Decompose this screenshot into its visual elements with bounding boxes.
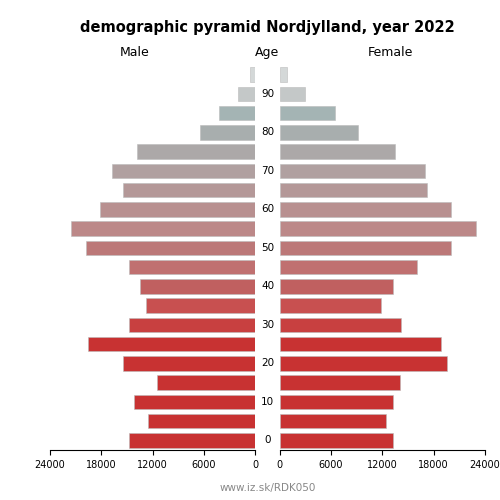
Bar [280, 376, 400, 390]
Bar [250, 68, 255, 82]
Bar [280, 68, 286, 82]
Bar [280, 125, 358, 140]
Bar [280, 183, 427, 198]
Bar [238, 86, 255, 101]
Bar [280, 394, 392, 409]
Bar [280, 260, 416, 274]
Text: 10: 10 [261, 397, 274, 407]
Bar [280, 164, 425, 178]
Bar [128, 318, 255, 332]
Text: Female: Female [368, 46, 412, 59]
Text: 70: 70 [261, 166, 274, 176]
Text: demographic pyramid Nordjylland, year 2022: demographic pyramid Nordjylland, year 20… [80, 20, 455, 35]
Bar [280, 144, 395, 159]
Bar [280, 414, 386, 428]
Bar [200, 125, 255, 140]
Text: 40: 40 [261, 282, 274, 292]
Text: 80: 80 [261, 128, 274, 138]
Bar [112, 164, 255, 178]
Bar [86, 240, 255, 255]
Text: Age: Age [256, 46, 280, 59]
Text: Male: Male [120, 46, 150, 59]
Bar [72, 222, 255, 236]
Bar [220, 106, 255, 120]
Bar [122, 183, 255, 198]
Bar [137, 144, 255, 159]
Bar [280, 318, 401, 332]
Bar [88, 337, 255, 351]
Text: 90: 90 [261, 89, 274, 99]
Bar [280, 298, 380, 313]
Bar [280, 240, 451, 255]
Bar [280, 279, 392, 293]
Text: 30: 30 [261, 320, 274, 330]
Bar [280, 222, 476, 236]
Text: 60: 60 [261, 204, 274, 214]
Bar [280, 86, 305, 101]
Bar [157, 376, 255, 390]
Bar [280, 356, 446, 370]
Text: www.iz.sk/RDK050: www.iz.sk/RDK050 [220, 482, 316, 492]
Bar [134, 394, 255, 409]
Bar [140, 279, 255, 293]
Bar [122, 356, 255, 370]
Bar [280, 433, 392, 448]
Bar [128, 260, 255, 274]
Bar [280, 337, 440, 351]
Bar [100, 202, 255, 216]
Bar [148, 414, 255, 428]
Text: 50: 50 [261, 243, 274, 253]
Bar [128, 433, 255, 448]
Bar [280, 202, 451, 216]
Bar [280, 106, 336, 120]
Text: 20: 20 [261, 358, 274, 368]
Bar [146, 298, 255, 313]
Text: 0: 0 [264, 436, 271, 446]
